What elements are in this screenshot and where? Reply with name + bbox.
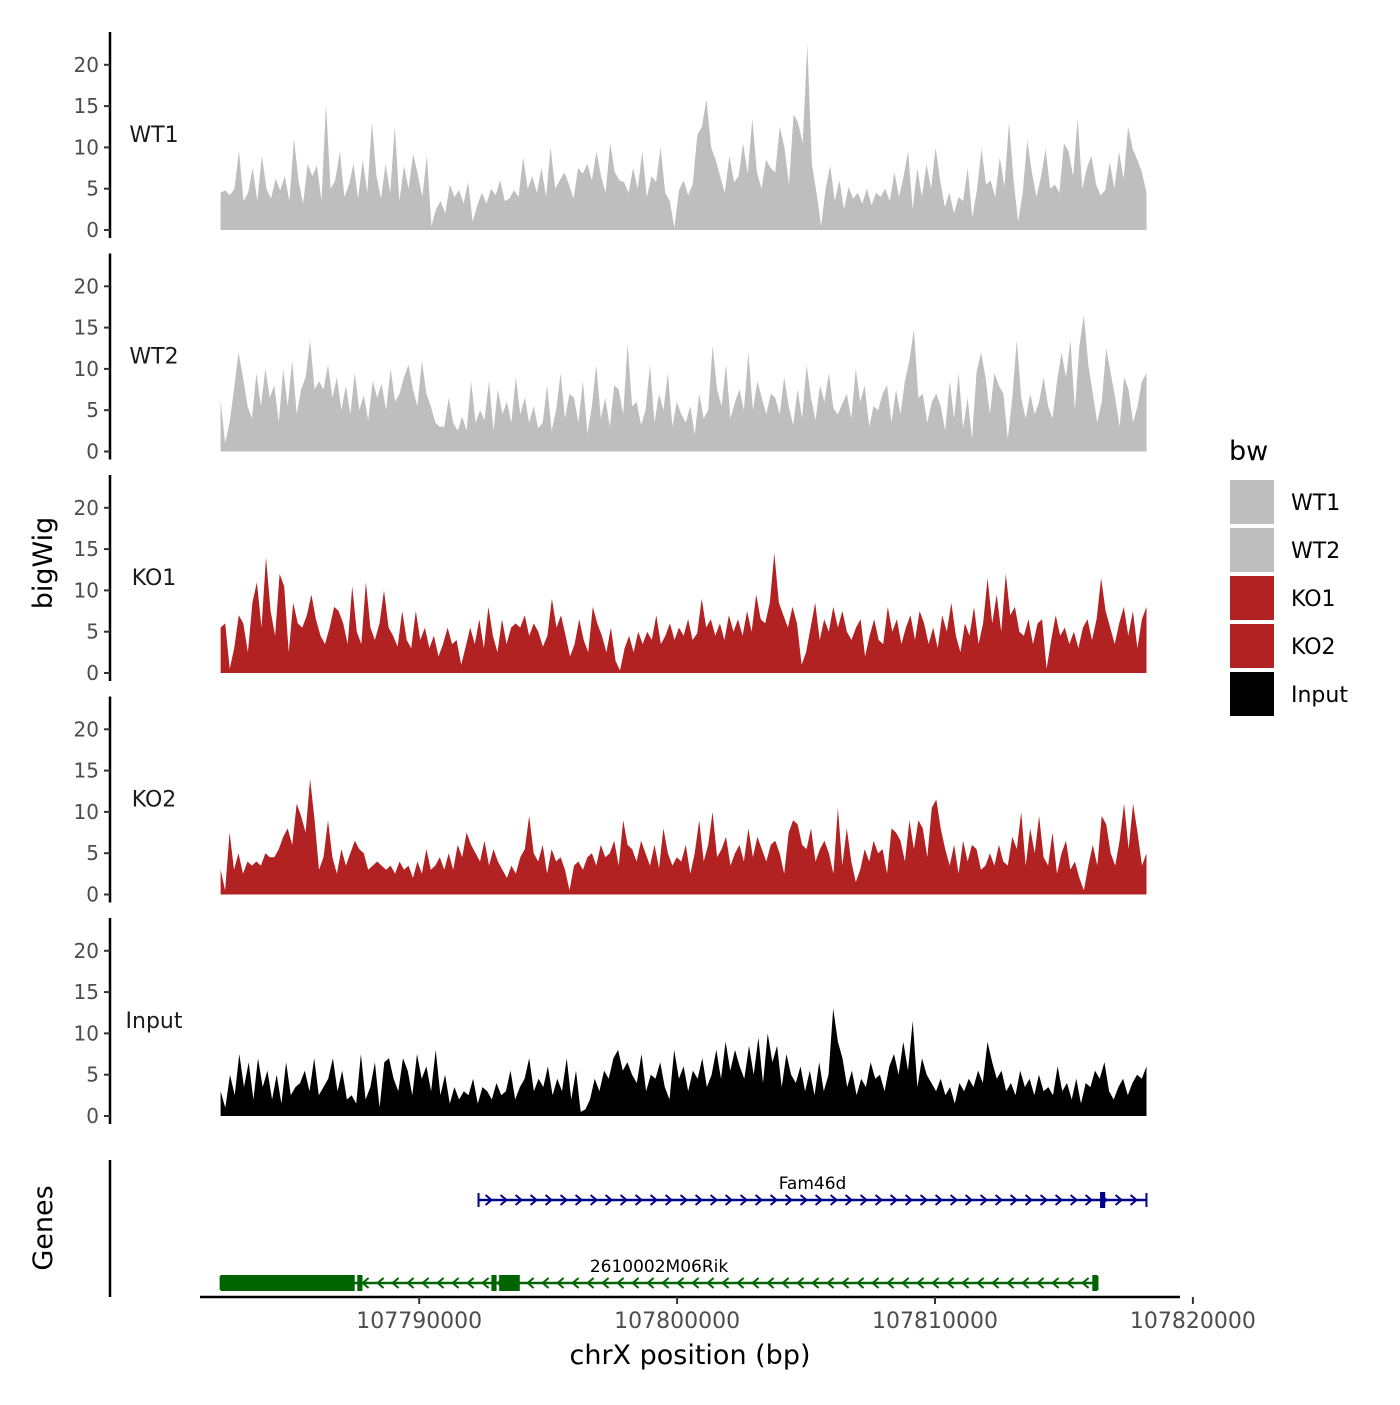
track-label: KO2 xyxy=(132,788,177,813)
chart-canvas: 0 5 10 15 20 WT1 0 5 10 15 20 WT2 0 5 10 15 20 KO1 0 5 10 15 2… xyxy=(0,0,1400,1400)
legend-label: KO2 xyxy=(1291,635,1336,660)
x-tick-label: 107800000 xyxy=(614,1309,740,1334)
coverage-area-ko1 xyxy=(221,553,1147,673)
x-tick-label: 107820000 xyxy=(1130,1309,1256,1334)
x-axis: 107790000 107800000 107810000 107820000 xyxy=(200,1297,1256,1334)
legend-item-input: Input xyxy=(1230,672,1348,716)
y-tick-label: 10 xyxy=(74,800,99,824)
y-tick-label: 0 xyxy=(86,661,99,685)
y-tick-label: 0 xyxy=(86,1104,99,1128)
legend-swatch xyxy=(1230,480,1274,524)
legend-label: KO1 xyxy=(1291,587,1336,612)
legend-swatch xyxy=(1230,624,1274,668)
legend-item-ko2: KO2 xyxy=(1230,624,1336,668)
y-tick-label: 15 xyxy=(74,980,99,1004)
bigwig-tracks: 0 5 10 15 20 WT1 0 5 10 15 20 WT2 0 5 10 15 20 KO1 0 5 10 15 2… xyxy=(74,32,1147,1128)
y-tick-label: 5 xyxy=(86,841,99,865)
y-tick-label: 20 xyxy=(74,717,99,741)
gene-exon xyxy=(1092,1275,1097,1291)
gene-exon xyxy=(491,1275,496,1291)
x-tick-label: 107790000 xyxy=(356,1309,482,1334)
legend-swatch xyxy=(1230,672,1274,716)
x-tick-label: 107810000 xyxy=(872,1309,998,1334)
y-tick-label: 10 xyxy=(74,357,99,381)
track-label: WT1 xyxy=(129,123,178,148)
track-label: WT2 xyxy=(129,345,178,370)
y-tick-label: 15 xyxy=(74,316,99,340)
gene-track: Fam46d 2610002M06Rik xyxy=(110,1160,1146,1297)
y-tick-label: 20 xyxy=(74,53,99,77)
track-panel-wt2: 0 5 10 15 20 WT2 xyxy=(74,254,1147,464)
legend-swatch xyxy=(1230,576,1274,620)
x-axis-title: chrX position (bp) xyxy=(569,1340,810,1371)
y-tick-label: 15 xyxy=(74,94,99,118)
legend: bw WT1 WT2 KO1 KO2 Input xyxy=(1229,436,1348,716)
gene-exon xyxy=(1100,1192,1105,1208)
y-tick-label: 20 xyxy=(74,274,99,298)
legend-item-wt2: WT2 xyxy=(1230,528,1340,572)
track-panel-wt1: 0 5 10 15 20 WT1 xyxy=(74,32,1147,242)
legend-label: Input xyxy=(1291,683,1348,708)
coverage-area-ko2 xyxy=(221,779,1147,895)
y-tick-label: 5 xyxy=(86,398,99,422)
y-tick-label: 0 xyxy=(86,440,99,464)
coverage-area-wt2 xyxy=(221,315,1147,451)
genome-track-figure: 0 5 10 15 20 WT1 0 5 10 15 20 WT2 0 5 10 15 20 KO1 0 5 10 15 2… xyxy=(0,0,1400,1400)
legend-swatch xyxy=(1230,528,1274,572)
legend-label: WT2 xyxy=(1291,539,1340,564)
gene-exon xyxy=(499,1275,520,1291)
track-label: KO1 xyxy=(132,566,177,591)
track-panel-input: 0 5 10 15 20 Input xyxy=(74,918,1147,1128)
y-tick-label: 10 xyxy=(74,578,99,602)
legend-item-ko1: KO1 xyxy=(1230,576,1336,620)
y-tick-label: 15 xyxy=(74,759,99,783)
gene-exon xyxy=(221,1275,355,1291)
coverage-area-input xyxy=(221,1009,1147,1116)
coverage-area-wt1 xyxy=(221,44,1147,230)
gene-fam46d: Fam46d xyxy=(479,1174,1147,1208)
legend-label: WT1 xyxy=(1291,491,1340,516)
track-label: Input xyxy=(126,1009,183,1034)
y-tick-label: 15 xyxy=(74,537,99,561)
y-tick-label: 5 xyxy=(86,177,99,201)
track-panel-ko1: 0 5 10 15 20 KO1 xyxy=(74,475,1147,685)
y-axis-title: bigWig xyxy=(28,517,59,610)
y-tick-label: 10 xyxy=(74,1021,99,1045)
gene-exon xyxy=(357,1275,362,1291)
legend-item-wt1: WT1 xyxy=(1230,480,1340,524)
gene-name-label: 2610002M06Rik xyxy=(590,1257,729,1277)
gene-name-label: Fam46d xyxy=(779,1174,847,1194)
y-tick-label: 0 xyxy=(86,218,99,242)
track-panel-ko2: 0 5 10 15 20 KO2 xyxy=(74,697,1147,907)
y-tick-label: 20 xyxy=(74,496,99,520)
genes-axis-title: Genes xyxy=(28,1185,59,1270)
gene-2610002m06rik: 2610002M06Rik xyxy=(221,1257,1098,1291)
legend-title: bw xyxy=(1229,436,1268,467)
y-tick-label: 10 xyxy=(74,135,99,159)
y-tick-label: 0 xyxy=(86,883,99,907)
y-tick-label: 5 xyxy=(86,620,99,644)
y-tick-label: 20 xyxy=(74,939,99,963)
y-tick-label: 5 xyxy=(86,1063,99,1087)
